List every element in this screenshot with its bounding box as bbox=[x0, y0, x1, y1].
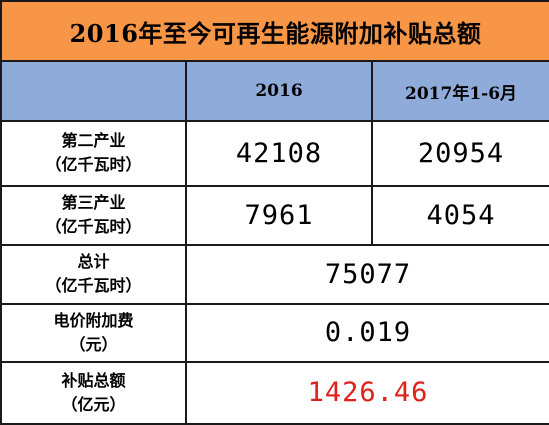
table-title: 2016年至今可再生能源附加补贴总额 bbox=[0, 0, 549, 63]
row-label: 第三产业 （亿千瓦时） bbox=[0, 184, 187, 246]
value-2016: 42108 bbox=[185, 120, 373, 187]
table-row-surcharge: 电价附加费 （元） 0.019 bbox=[0, 302, 549, 363]
header-row: 2016 2017年1-6月 bbox=[0, 60, 549, 123]
row-label-line1: 电价附加费 bbox=[53, 310, 134, 330]
header-empty-cell bbox=[0, 60, 187, 123]
value-2017: 4054 bbox=[370, 184, 549, 246]
header-2017-h1: 2017年1-6月 bbox=[370, 60, 549, 123]
row-label-line1: 第三产业 bbox=[61, 193, 126, 213]
row-label-line2: （亿千瓦时） bbox=[45, 217, 142, 237]
row-label-line2: （亿元） bbox=[61, 394, 126, 414]
title-row: 2016年至今可再生能源附加补贴总额 bbox=[0, 0, 549, 63]
table-row-total: 总计 （亿千瓦时） 75077 bbox=[0, 243, 549, 305]
row-label-line1: 第二产业 bbox=[61, 131, 126, 151]
row-label-line2: （亿千瓦时） bbox=[45, 155, 142, 175]
value-2016: 7961 bbox=[185, 184, 373, 246]
table-row-tertiary-industry: 第三产业 （亿千瓦时） 7961 4054 bbox=[0, 184, 549, 246]
total-value: 75077 bbox=[184, 243, 549, 305]
value-2017: 20954 bbox=[370, 120, 549, 187]
subsidy-total-value: 1426.46 bbox=[184, 360, 549, 425]
row-label: 电价附加费 （元） bbox=[0, 302, 187, 363]
surcharge-value: 0.019 bbox=[184, 302, 549, 363]
table-row-subsidy-total: 补贴总额 （亿元） 1426.46 bbox=[0, 360, 549, 425]
row-label: 第二产业 （亿千瓦时） bbox=[0, 120, 187, 187]
row-label-line1: 总计 bbox=[77, 252, 110, 272]
row-label-line2: （亿千瓦时） bbox=[45, 276, 142, 296]
row-label: 补贴总额 （亿元） bbox=[0, 360, 187, 425]
header-2016: 2016 bbox=[185, 60, 373, 123]
table-row-secondary-industry: 第二产业 （亿千瓦时） 42108 20954 bbox=[0, 120, 549, 187]
row-label-line2: （元） bbox=[69, 334, 118, 354]
row-label-line1: 补贴总额 bbox=[61, 370, 126, 390]
row-label: 总计 （亿千瓦时） bbox=[0, 243, 187, 305]
